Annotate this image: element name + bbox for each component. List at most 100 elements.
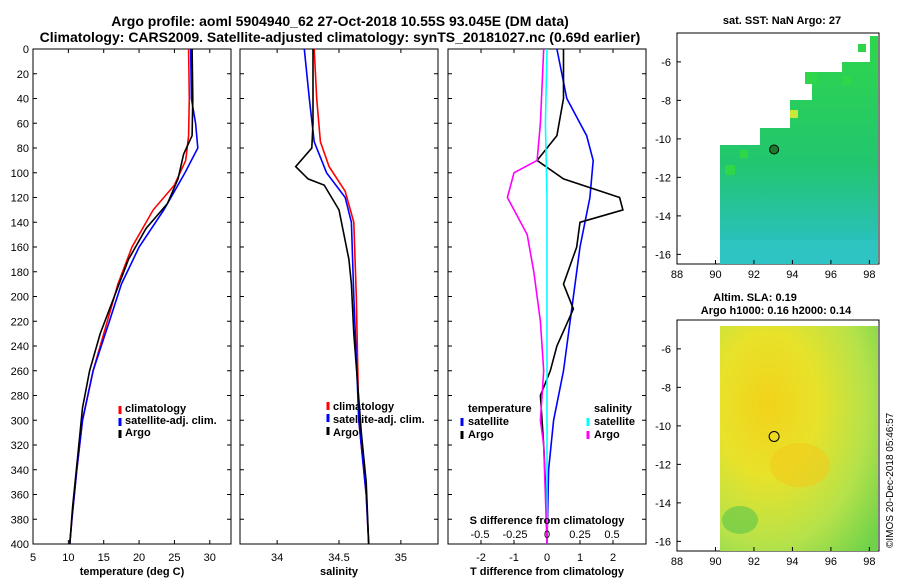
title-line-1: Argo profile: aoml 5904940_62 27-Oct-201… <box>111 13 569 29</box>
depth-tick-label: 220 <box>11 316 29 328</box>
difference-legend: temperature satellite Argo salinity sate… <box>460 403 635 441</box>
sal-diff-tick: 0 <box>544 529 550 541</box>
depth-tick-label: 140 <box>11 217 29 229</box>
sla-argo-marker <box>768 431 780 442</box>
sla-high-spot <box>770 443 830 487</box>
map-y-tick-label: -10 <box>655 134 671 146</box>
depth-tick-label: 200 <box>11 292 29 304</box>
depth-tick-label: 280 <box>11 391 29 403</box>
map-y-tick-label: -6 <box>661 344 671 356</box>
legend-label-satellite: satellite-adj. clim. <box>333 414 425 426</box>
sst-cool-band <box>720 240 878 264</box>
x-tick-label: 34.5 <box>328 552 349 564</box>
x-tick-label: 0 <box>544 552 550 564</box>
sal-diff-tick: -0.25 <box>502 529 527 541</box>
series-line <box>544 48 548 544</box>
map-y-tick-label: -14 <box>655 498 671 510</box>
depth-tick-label: 160 <box>11 242 29 254</box>
sst-field <box>720 36 878 264</box>
temperature-axes-box <box>32 48 232 545</box>
legend-label-climatology: climatology <box>125 403 187 415</box>
sst-map-title: sat. SST: NaN Argo: 27 <box>723 15 841 27</box>
depth-tick-label: 20 <box>17 69 29 81</box>
legend-title-temperature: temperature <box>468 403 532 415</box>
sla-low-spot <box>722 506 758 534</box>
depth-tick-label: 240 <box>11 341 29 353</box>
x-tick-label: -1 <box>509 552 519 564</box>
sla-map-subtitle: Argo h1000: 0.16 h2000: 0.14 <box>701 305 852 317</box>
temperature-panel: 0 20 40 60 80 100 120 140 160 180 200 220 240 260 280 3… <box>11 44 232 578</box>
sst-patch <box>842 76 851 85</box>
x-tick-label: 20 <box>133 552 145 564</box>
depth-tick-label: 400 <box>11 539 29 551</box>
temperature-y-ticks: 0 20 40 60 80 100 120 140 160 180 200 220 240 260 280 3… <box>11 44 231 551</box>
temperature-legend: climatology satellite-adj. clim. Argo <box>118 403 217 439</box>
map-x-tick-label: 88 <box>671 269 683 281</box>
map-x-tick-label: 92 <box>748 269 760 281</box>
map-x-tick-label: 98 <box>863 269 875 281</box>
depth-tick-label: 180 <box>11 267 29 279</box>
series-line <box>546 48 595 545</box>
depth-tick-label: 0 <box>23 44 29 56</box>
salinity-axes-box <box>239 48 439 545</box>
sal-diff-tick: 0.5 <box>604 529 619 541</box>
temperature-lines <box>69 48 199 545</box>
x-tick-label: 25 <box>168 552 180 564</box>
sst-map-panel: sat. SST: NaN Argo: 27 -6-8-10-12-14-16 … <box>655 15 880 281</box>
salinity-lines <box>294 48 370 545</box>
map-x-tick-label: 98 <box>863 556 875 568</box>
map-y-tick-label: -16 <box>655 249 671 261</box>
map-x-tick-label: 94 <box>786 556 798 568</box>
series-line <box>303 48 370 545</box>
sal-diff-tick: 0.25 <box>569 529 590 541</box>
map-y-tick-label: -6 <box>661 57 671 69</box>
map-x-tick-label: 92 <box>748 556 760 568</box>
depth-tick-label: 380 <box>11 514 29 526</box>
sal-diff-tick: -0.5 <box>471 529 490 541</box>
x-tick-label: 5 <box>30 552 36 564</box>
salinity-x-ticks: 34 34.5 35 <box>271 49 407 564</box>
depth-tick-label: 40 <box>17 94 29 106</box>
legend-title-salinity: salinity <box>594 403 633 415</box>
sla-map-panel: Altim. SLA: 0.19 Argo h1000: 0.16 h2000:… <box>655 292 880 568</box>
map-y-tick-label: -8 <box>661 95 671 107</box>
salinity-xlabel: salinity <box>320 566 359 578</box>
salinity-panel: 34 34.5 35 salinity climatology satellite-… <box>239 48 439 578</box>
depth-tick-label: 260 <box>11 366 29 378</box>
difference-y-ticks <box>448 48 646 545</box>
sla-y-ticks: -6 -8 -10 -12 -14 -16 <box>655 344 681 548</box>
legend-label-argo: Argo <box>125 427 151 439</box>
depth-tick-label: 60 <box>17 118 29 130</box>
series-line <box>69 48 194 545</box>
difference-panel: -2 -1 0 1 2 S difference from climatology -0… <box>447 48 647 578</box>
map-y-tick-label: -12 <box>655 172 671 184</box>
map-x-tick-label: 90 <box>709 269 721 281</box>
x-tick-label: 15 <box>98 552 110 564</box>
map-y-tick-label: -16 <box>655 536 671 548</box>
difference-lines <box>506 48 624 545</box>
salinity-y-ticks <box>240 48 438 545</box>
x-tick-label: 10 <box>62 552 74 564</box>
depth-tick-label: 120 <box>11 193 29 205</box>
legend-label-t-satellite: satellite <box>468 416 509 428</box>
legend-label-satellite: satellite-adj. clim. <box>125 415 217 427</box>
difference-s-label: S difference from climatology <box>470 515 626 527</box>
sst-patch <box>790 110 798 118</box>
series-line <box>294 49 370 545</box>
legend-label-s-satellite: satellite <box>594 416 635 428</box>
map-x-tick-label: 90 <box>709 556 721 568</box>
sst-x-ticks: 88 90 92 94 96 98 <box>671 260 876 281</box>
map-y-tick-label: -12 <box>655 459 671 471</box>
legend-label-s-argo: Argo <box>594 429 620 441</box>
difference-xlabel: T difference from climatology <box>470 566 625 578</box>
depth-tick-label: 320 <box>11 440 29 452</box>
map-x-tick-label: 88 <box>671 556 683 568</box>
map-x-tick-label: 96 <box>825 269 837 281</box>
depth-tick-label: 300 <box>11 415 29 427</box>
sst-patch <box>725 165 735 175</box>
sst-data-area <box>720 36 878 264</box>
depth-tick-label: 340 <box>11 465 29 477</box>
depth-tick-label: 80 <box>17 143 29 155</box>
depth-tick-label: 100 <box>11 168 29 180</box>
